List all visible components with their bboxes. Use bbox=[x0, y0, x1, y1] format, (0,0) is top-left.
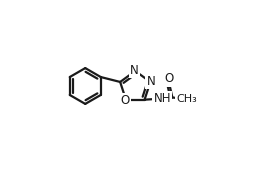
Text: O: O bbox=[164, 72, 173, 85]
Text: O: O bbox=[120, 94, 129, 107]
Text: N: N bbox=[147, 75, 156, 88]
Text: N: N bbox=[130, 64, 139, 77]
Text: CH₃: CH₃ bbox=[177, 94, 197, 104]
Text: NH: NH bbox=[153, 92, 171, 105]
